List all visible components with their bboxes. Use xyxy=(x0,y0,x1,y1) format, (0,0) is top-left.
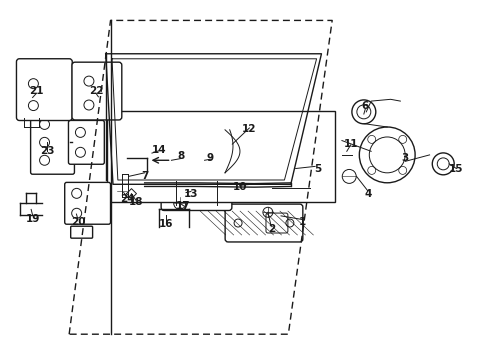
Text: 8: 8 xyxy=(177,150,184,161)
Circle shape xyxy=(202,158,206,163)
FancyBboxPatch shape xyxy=(31,111,74,174)
FancyBboxPatch shape xyxy=(64,183,110,224)
Text: 18: 18 xyxy=(129,197,143,207)
FancyBboxPatch shape xyxy=(161,175,231,211)
Text: 10: 10 xyxy=(232,182,246,192)
FancyBboxPatch shape xyxy=(265,213,287,233)
Text: 22: 22 xyxy=(88,86,103,96)
Text: 15: 15 xyxy=(448,163,463,174)
Text: 6: 6 xyxy=(361,102,368,112)
Text: 4: 4 xyxy=(363,189,371,199)
FancyBboxPatch shape xyxy=(71,226,92,238)
Text: 5: 5 xyxy=(313,163,321,174)
Text: 7: 7 xyxy=(141,171,148,181)
Text: 1: 1 xyxy=(298,217,305,227)
FancyBboxPatch shape xyxy=(267,147,313,193)
Text: 3: 3 xyxy=(401,153,408,163)
Text: 21: 21 xyxy=(29,86,43,96)
Text: 13: 13 xyxy=(183,189,198,199)
FancyBboxPatch shape xyxy=(224,204,302,242)
FancyBboxPatch shape xyxy=(72,62,122,120)
FancyBboxPatch shape xyxy=(17,59,72,121)
Text: 23: 23 xyxy=(40,145,54,156)
Text: 11: 11 xyxy=(343,139,357,149)
Text: 9: 9 xyxy=(206,153,214,163)
Text: 19: 19 xyxy=(25,214,40,224)
Text: 16: 16 xyxy=(158,219,172,229)
Text: 24: 24 xyxy=(120,194,135,204)
Text: 17: 17 xyxy=(176,201,190,211)
Text: 20: 20 xyxy=(70,217,85,227)
FancyBboxPatch shape xyxy=(68,121,104,164)
Text: 12: 12 xyxy=(242,124,256,134)
Text: 2: 2 xyxy=(267,225,274,234)
Text: 14: 14 xyxy=(152,144,166,154)
Bar xyxy=(107,111,334,202)
